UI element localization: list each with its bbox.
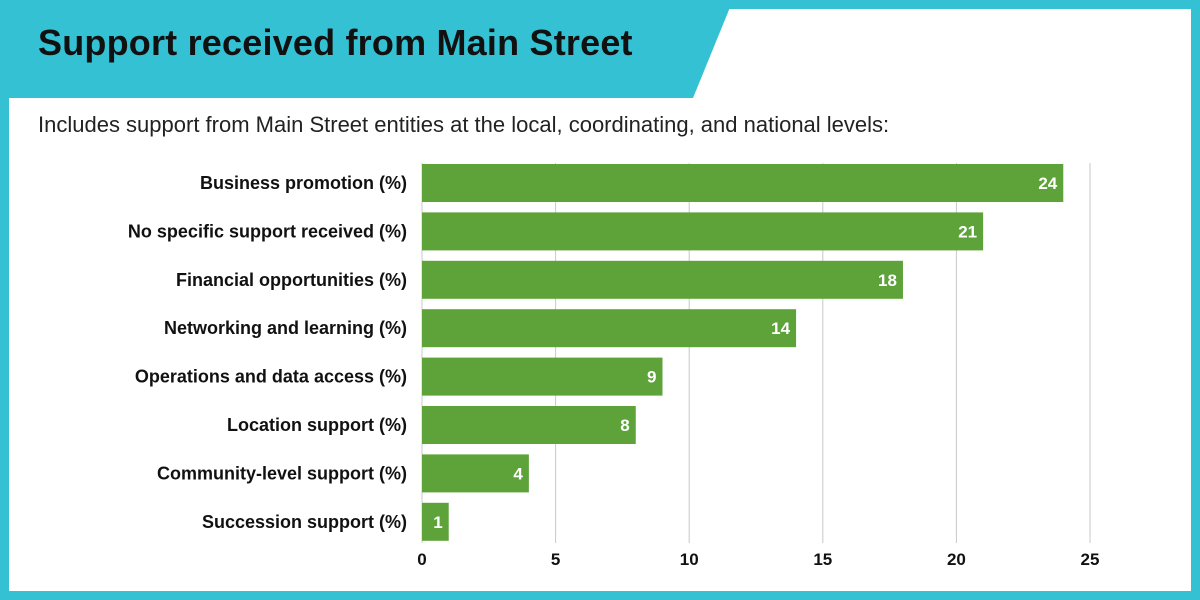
category-label: Community-level support (%) <box>157 463 407 483</box>
category-label: Location support (%) <box>227 415 407 435</box>
data-label: 1 <box>433 513 442 532</box>
chart-panel <box>9 9 1191 591</box>
x-tick-label: 0 <box>417 550 426 569</box>
data-label: 4 <box>513 464 523 483</box>
data-label: 24 <box>1038 174 1057 193</box>
data-label: 9 <box>647 368 656 387</box>
data-label: 14 <box>771 319 790 338</box>
bar <box>422 212 984 251</box>
category-label: Networking and learning (%) <box>164 318 407 338</box>
data-label: 18 <box>878 271 897 290</box>
x-tick-label: 5 <box>551 550 560 569</box>
category-label: Financial opportunities (%) <box>176 270 407 290</box>
page-title: Support received from Main Street <box>38 22 633 63</box>
category-label: Business promotion (%) <box>200 173 407 193</box>
data-label: 21 <box>958 222 977 241</box>
category-label: Operations and data access (%) <box>135 367 407 387</box>
bar <box>422 454 529 493</box>
page-subtitle: Includes support from Main Street entiti… <box>38 112 890 137</box>
bar <box>422 502 449 541</box>
bar <box>422 309 797 348</box>
bar <box>422 406 636 444</box>
bar <box>422 260 903 299</box>
x-tick-label: 15 <box>813 550 832 569</box>
x-tick-label: 20 <box>947 550 966 569</box>
x-tick-label: 25 <box>1081 550 1100 569</box>
data-label: 8 <box>620 416 629 435</box>
category-label: Succession support (%) <box>202 512 407 532</box>
x-tick-label: 10 <box>680 550 699 569</box>
bar <box>422 164 1064 202</box>
category-label: No specific support received (%) <box>128 221 407 241</box>
bar <box>422 357 663 396</box>
